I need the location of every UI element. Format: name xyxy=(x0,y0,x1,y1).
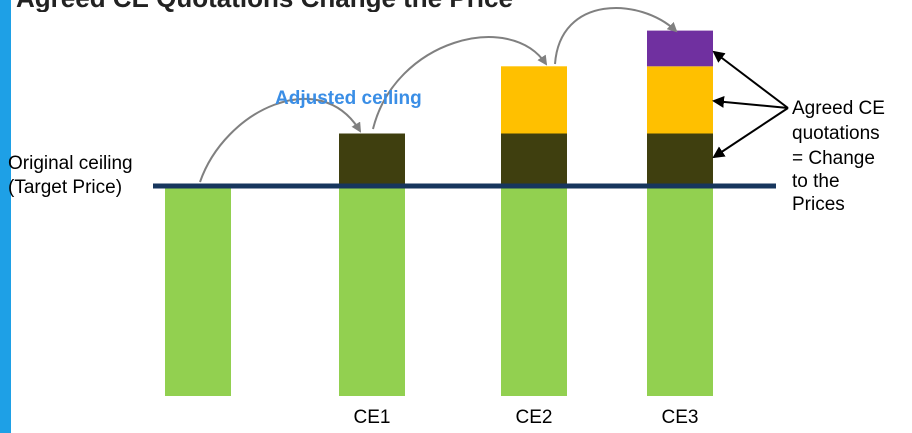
bar-ce1-target xyxy=(339,186,405,396)
pointer-arrows xyxy=(712,50,789,159)
bar-ce2-target xyxy=(501,186,567,396)
title-clip: Agreed CE Quotations Change the Price xyxy=(0,0,912,12)
original-ceiling-label-line1: Original ceiling xyxy=(8,153,133,174)
bar-ce2-ce1 xyxy=(501,133,567,186)
column-label-ce2: CE2 xyxy=(516,407,553,428)
accent-bar xyxy=(0,0,11,433)
agreed-label-line4: to the xyxy=(792,171,840,192)
agreed-label-line5: Prices xyxy=(792,194,845,215)
pointer-arrow-bottom xyxy=(712,107,789,159)
bar-ce3-ce3 xyxy=(647,30,713,67)
pointer-arrow-top xyxy=(712,50,789,109)
bar-base-target xyxy=(165,186,231,396)
curved-arrow-1 xyxy=(199,97,362,183)
bar-ce3-ce1 xyxy=(647,133,713,186)
bars-group xyxy=(165,30,713,396)
agreed-label-line3: = Change xyxy=(792,148,875,169)
slide-title: Agreed CE Quotations Change the Price xyxy=(16,0,513,12)
pointer-arrow-middle xyxy=(712,95,789,109)
curved-arrows xyxy=(199,7,678,183)
curved-arrow-2 xyxy=(372,36,548,130)
bar-ce2-ce2 xyxy=(501,66,567,134)
curved-arrow-3 xyxy=(554,7,678,65)
column-label-ce3: CE3 xyxy=(662,407,699,428)
original-ceiling-label-line2: (Target Price) xyxy=(8,177,122,198)
bar-ce1-ce1 xyxy=(339,133,405,186)
column-labels: CE1 CE2 CE3 xyxy=(354,407,699,428)
bar-ce3-ce2 xyxy=(647,66,713,134)
column-label-ce1: CE1 xyxy=(354,407,391,428)
agreed-label-line1: Agreed CE xyxy=(792,98,885,119)
agreed-label-line2: quotations xyxy=(792,123,880,144)
adjusted-ceiling-label: Adjusted ceiling xyxy=(275,88,422,109)
bar-ce3-target xyxy=(647,186,713,396)
